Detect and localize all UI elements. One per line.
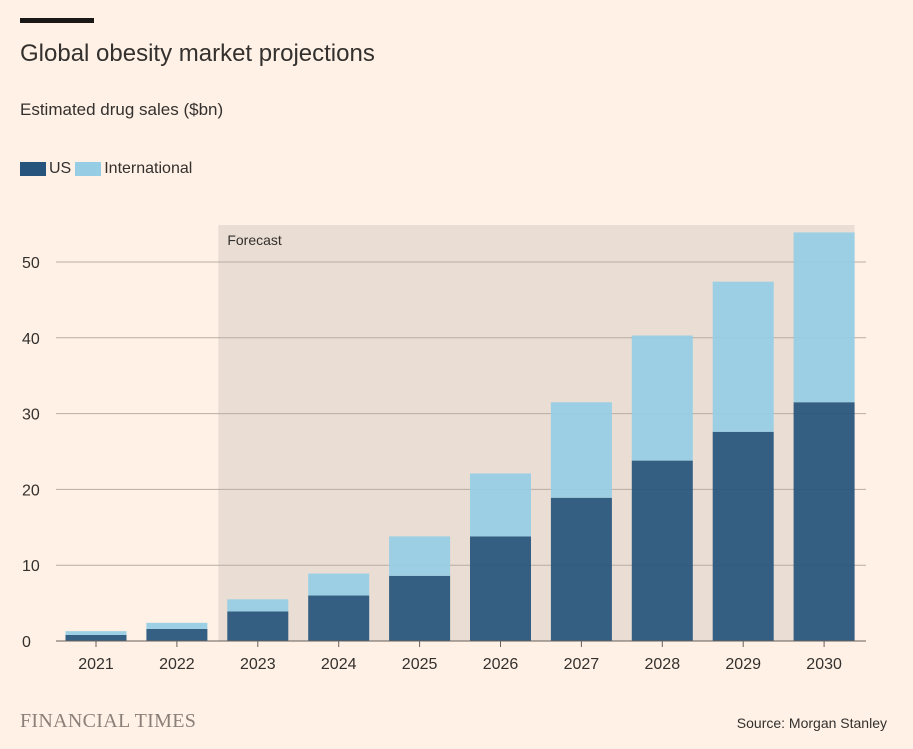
x-tick-label: 2030 (806, 656, 842, 673)
y-tick-label: 30 (22, 407, 40, 424)
bar-international (712, 281, 774, 432)
bar-us (712, 431, 774, 641)
legend-swatch-us (20, 162, 46, 176)
legend-label-us: US (49, 160, 72, 177)
bar-us (550, 497, 612, 641)
bar-international (227, 599, 289, 612)
forecast-label: Forecast (227, 232, 282, 248)
y-tick-label: 50 (22, 255, 40, 272)
bar-us (631, 460, 693, 641)
bar-us (65, 634, 127, 641)
y-tick-label: 40 (22, 331, 40, 348)
bar-us (227, 611, 289, 641)
bar-us (308, 595, 370, 641)
bar-international (631, 335, 693, 461)
x-tick-label: 2028 (645, 656, 681, 673)
x-tick-label: 2027 (564, 656, 600, 673)
bar-international (308, 573, 370, 596)
x-tick-label: 2029 (725, 656, 761, 673)
x-tick-label: 2022 (159, 656, 195, 673)
legend-label-international: International (104, 160, 193, 177)
bar-international (389, 536, 451, 576)
y-tick-label: 0 (22, 634, 31, 651)
bar-us (146, 628, 208, 641)
y-tick-label: 10 (22, 558, 40, 575)
legend-swatch-international (75, 162, 102, 176)
x-tick-label: 2023 (240, 656, 276, 673)
legend: US International (20, 160, 196, 178)
top-rule (20, 18, 94, 23)
bar-us (793, 402, 855, 641)
bar-international (65, 631, 127, 635)
y-tick-label: 20 (22, 482, 40, 499)
chart-subtitle: Estimated drug sales ($bn) (20, 100, 224, 119)
bar-international (146, 622, 208, 629)
x-tick-label: 2024 (321, 656, 357, 673)
x-tick-label: 2025 (402, 656, 438, 673)
x-tick-label: 2021 (78, 656, 114, 673)
bar-us (389, 575, 451, 641)
legend-item-us: US (20, 160, 71, 178)
source-note: Source: Morgan Stanley (736, 715, 887, 731)
x-tick-label: 2026 (483, 656, 519, 673)
bar-international (793, 232, 855, 403)
ft-logo: FINANCIAL TIMES (20, 710, 197, 732)
bar-international (550, 402, 612, 498)
chart-title: Global obesity market projections (20, 40, 375, 67)
legend-item-international: International (75, 160, 192, 178)
bar-international (470, 473, 531, 537)
bar-us (470, 536, 531, 641)
